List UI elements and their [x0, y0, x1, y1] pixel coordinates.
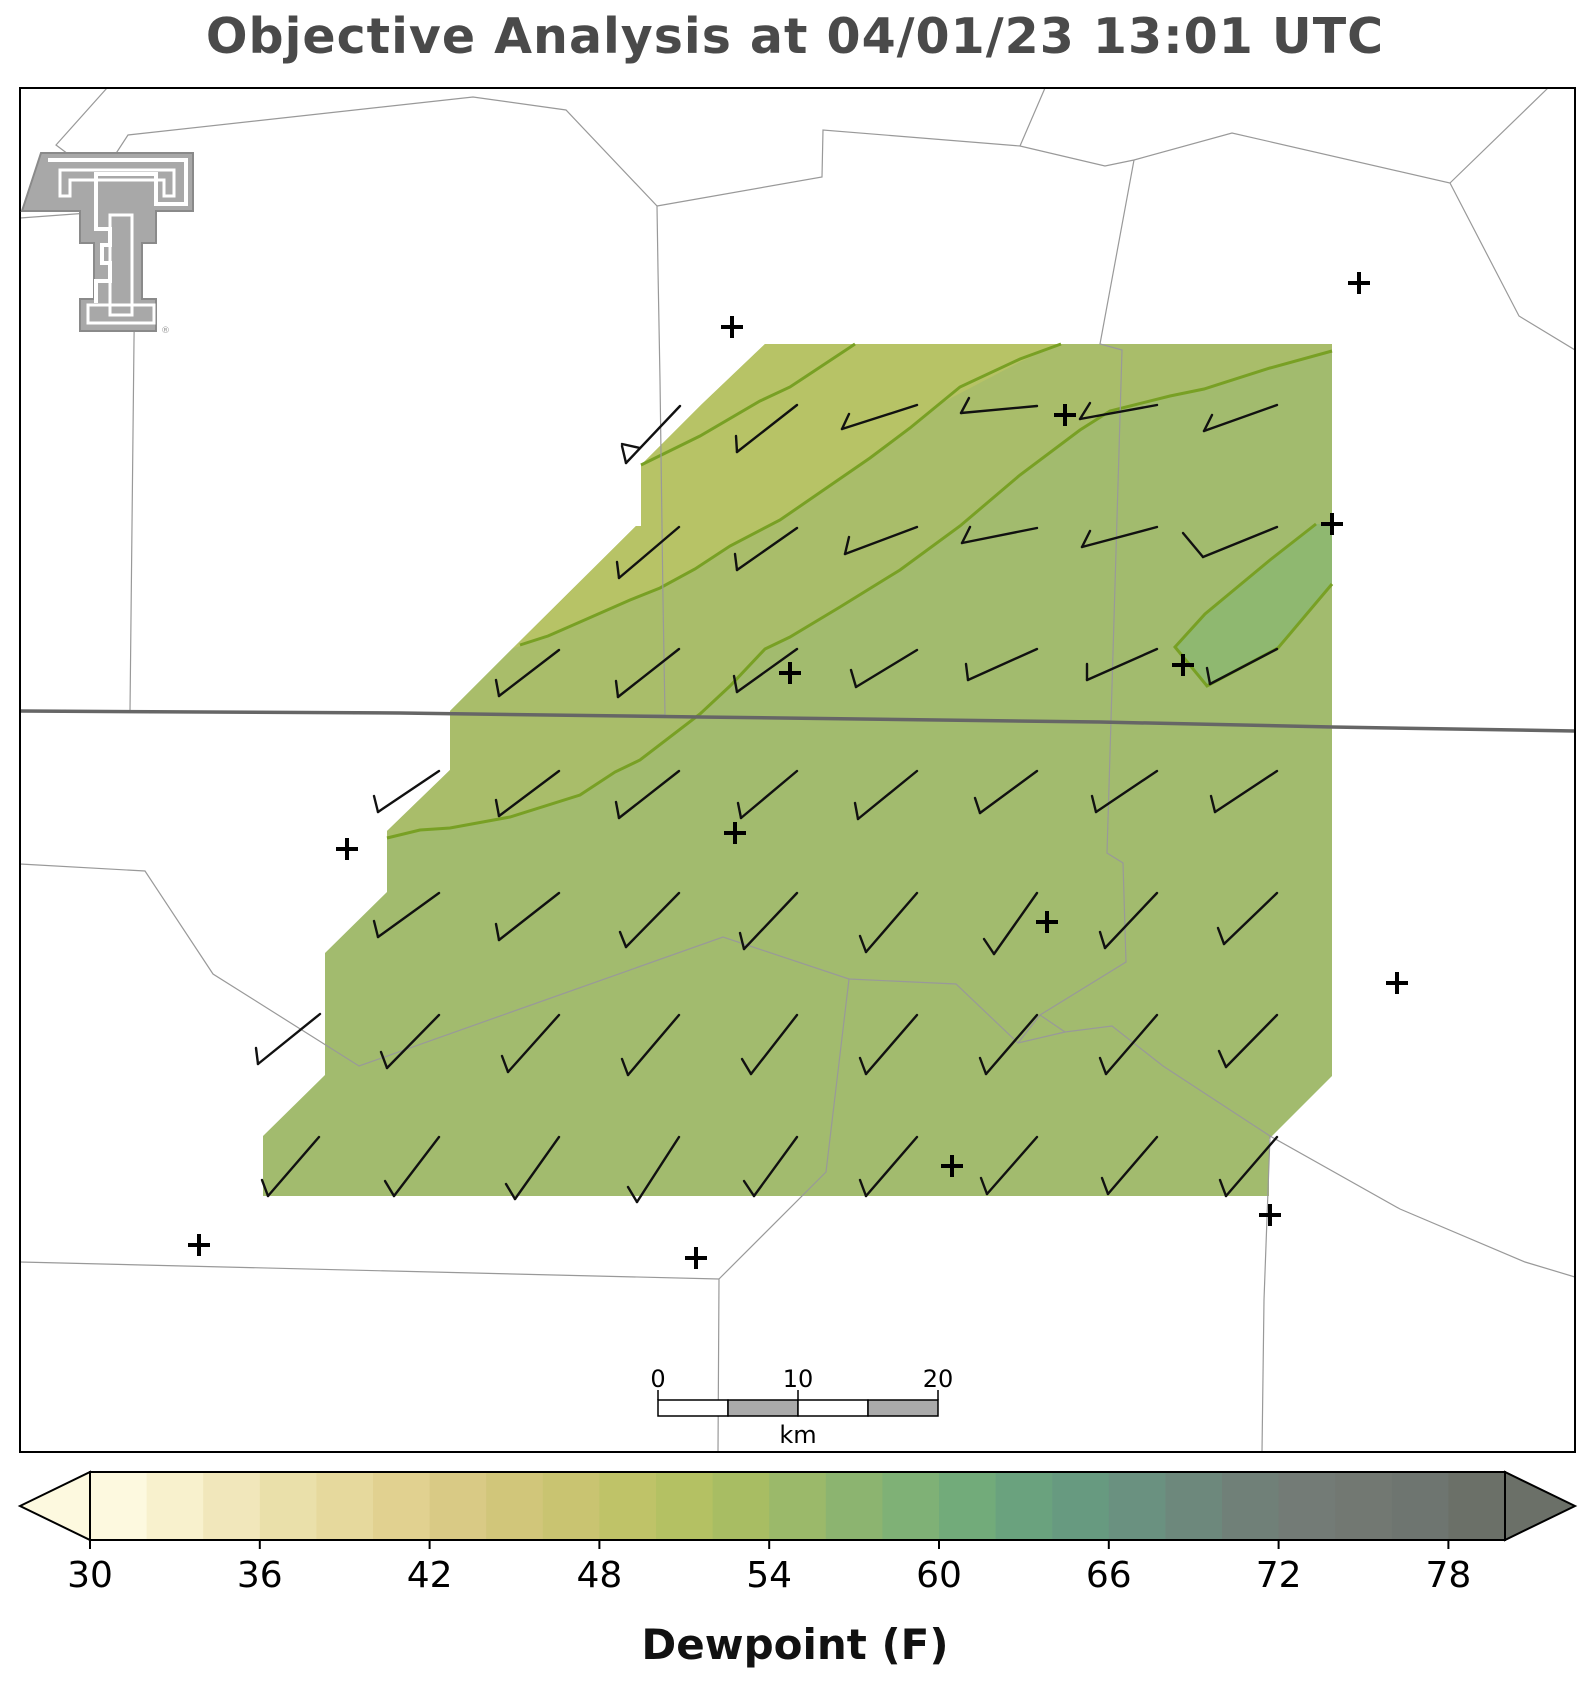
- colorbar-bin: [1222, 1472, 1280, 1540]
- colorbar-bin: [542, 1472, 600, 1540]
- colorbar-bin: [90, 1472, 148, 1540]
- colorbar-tick-label: 36: [237, 1555, 283, 1596]
- colorbar-bin: [1448, 1472, 1506, 1540]
- colorbar-bin: [599, 1472, 657, 1540]
- colorbar-bin: [769, 1472, 827, 1540]
- page-title: Objective Analysis at 04/01/23 13:01 UTC: [205, 8, 1385, 65]
- scale-bar-label-20: 20: [923, 1365, 954, 1393]
- colorbar-bin: [656, 1472, 714, 1540]
- colorbar-bin: [882, 1472, 940, 1540]
- colorbar-tick-label: 60: [916, 1555, 962, 1596]
- colorbar-bin: [712, 1472, 770, 1540]
- colorbar-bin: [995, 1472, 1053, 1540]
- dewpoint-field-moist-pocket: [1175, 524, 1332, 686]
- colorbar-tick-label: 48: [576, 1555, 622, 1596]
- colorbar-tick-label: 66: [1086, 1555, 1132, 1596]
- colorbar-tick-label: 54: [746, 1555, 792, 1596]
- colorbar-bin: [486, 1472, 544, 1540]
- scale-bar-segment-4: [867, 1399, 939, 1417]
- colorbar-bin: [1391, 1472, 1449, 1540]
- scale-bar-segment-1: [657, 1399, 729, 1417]
- colorbar-tick-label: 42: [407, 1555, 453, 1596]
- colorbar-bin: [1052, 1472, 1110, 1540]
- dewpoint-field-dry-band: [512, 344, 1060, 649]
- scale-bar: 0 10 20 km: [650, 1365, 953, 1449]
- scale-bar-label-0: 0: [650, 1365, 665, 1393]
- colorbar-bin: [429, 1472, 487, 1540]
- colorbar-tick-label: 72: [1256, 1555, 1302, 1596]
- colorbar-bin: [316, 1472, 374, 1540]
- colorbar-bin: [1108, 1472, 1166, 1540]
- colorbar-tick-label: 30: [67, 1555, 113, 1596]
- colorbar-bin: [146, 1472, 204, 1540]
- colorbar-bin: [259, 1472, 317, 1540]
- scale-bar-unit: km: [779, 1421, 816, 1449]
- scale-bar-segment-3: [797, 1399, 869, 1417]
- colorbar-title: Dewpoint (F): [641, 1620, 949, 1669]
- scale-bar-label-10: 10: [783, 1365, 814, 1393]
- colorbar-extend-high: [1504, 1470, 1578, 1542]
- colorbar-bin: [825, 1472, 883, 1540]
- colorbar-bin: [203, 1472, 261, 1540]
- dewpoint-contours: [386, 342, 1334, 840]
- colorbar-bin: [939, 1472, 997, 1540]
- colorbar-bin: [1278, 1472, 1336, 1540]
- station-markers: [188, 272, 1408, 1269]
- colorbar-bin: [1165, 1472, 1223, 1540]
- state-boundary: [20, 709, 1575, 733]
- colorbar-tick-label: 78: [1425, 1555, 1471, 1596]
- colorbar: 30 36 42 48 54 60 66 72 78: [17, 1470, 1578, 1596]
- colorbar-extend-low: [17, 1470, 91, 1542]
- scale-bar-segment-2: [727, 1399, 799, 1417]
- logo-registered-mark: ®: [161, 326, 170, 336]
- wind-barbs: [254, 396, 1279, 1204]
- colorbar-bin: [1335, 1472, 1393, 1540]
- texas-tech-double-t-logo: ®: [20, 152, 194, 336]
- colorbar-bin: [373, 1472, 431, 1540]
